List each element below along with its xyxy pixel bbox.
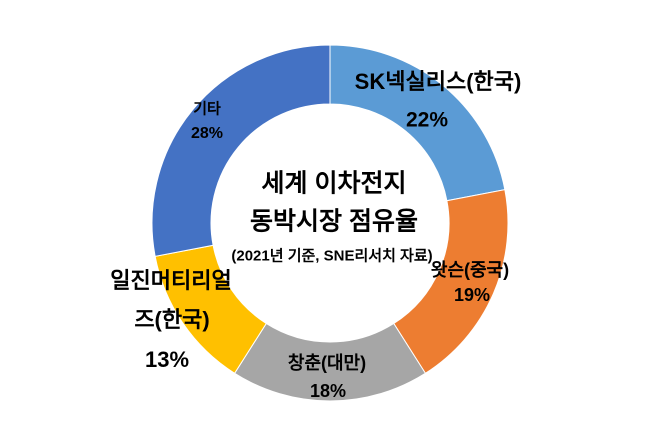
slice-label-name: 왓슨(중국) — [430, 260, 510, 280]
slice-label-percent: 19% — [453, 285, 491, 305]
slice-label-name: 창춘(대만) — [287, 353, 367, 373]
donut-slice-etc — [151, 44, 331, 257]
slice-label-percent: 22% — [405, 108, 449, 132]
slice-label-name: 기타 — [193, 100, 221, 118]
slice-label-name: SK넥실리스(한국) — [354, 69, 522, 94]
slice-label-name-line-2: 즈(한국) — [134, 307, 210, 332]
slice-label-percent: 13% — [144, 347, 190, 372]
chart-subtitle: (2021년 기준, SNE리서치 자료) — [231, 247, 433, 265]
chart-title-line-2: 동박시장 점유율 — [250, 207, 418, 236]
slice-label-percent: 28% — [190, 125, 224, 142]
donut-slices — [151, 44, 509, 402]
slice-label-percent: 18% — [309, 381, 347, 401]
slice-label-name-line-1: 일진머티리얼 — [110, 268, 232, 293]
chart-title-line-1: 세계 이차전지 — [261, 169, 407, 198]
